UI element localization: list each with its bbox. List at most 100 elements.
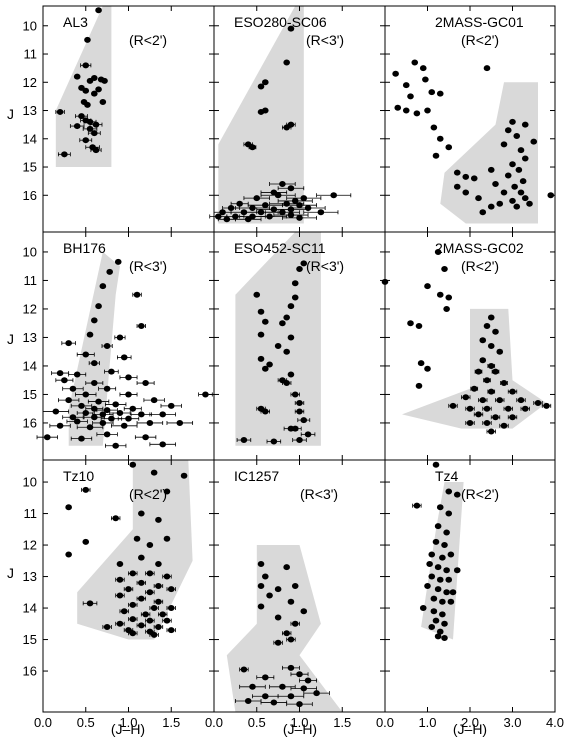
panel-3-data-point xyxy=(419,65,427,72)
panel-2-data-point xyxy=(262,202,269,209)
panel-3-data-point xyxy=(521,155,529,162)
panel-7-data-point xyxy=(146,542,154,549)
panel-2-data-point xyxy=(287,25,295,32)
panel-2-data-point xyxy=(287,185,295,192)
panel-4-data-point xyxy=(95,398,102,405)
panel-1-data-point xyxy=(95,7,102,14)
panel-8-xtick-label: 1.0 xyxy=(290,715,308,730)
panel-6-data-point xyxy=(487,362,495,369)
panel-8-selection-region xyxy=(226,545,343,712)
panel-2-subtitle: (R<3') xyxy=(306,32,344,48)
panel-8-data-point xyxy=(304,677,312,684)
panel-6-subtitle: (R<2') xyxy=(461,258,499,274)
panel-6-data-point xyxy=(470,385,478,392)
panel-3-data-point xyxy=(428,89,436,96)
panel-4-data-point xyxy=(150,397,158,404)
panel-5-data-point xyxy=(287,371,295,378)
panel-3-data-point xyxy=(436,135,444,142)
panel-9-data-point xyxy=(430,595,438,602)
panel-8-data-point xyxy=(274,586,282,593)
panel-2-data-point xyxy=(214,213,222,220)
panel-4-data-point xyxy=(142,380,149,387)
panel-2-data-point xyxy=(244,216,252,223)
panel-6-data-point xyxy=(500,422,508,429)
x-axis-title: (J–H) xyxy=(111,721,145,737)
panel-7-data-point xyxy=(163,488,171,495)
panel-4-data-point xyxy=(43,434,51,441)
panel-1-ytick-label: 13 xyxy=(23,103,37,118)
panel-7-data-point xyxy=(116,592,124,599)
panel-6-data-point xyxy=(479,337,487,344)
panel-5-data-point xyxy=(296,400,303,406)
panel-7-data-point xyxy=(146,570,154,577)
panel-4-data-point xyxy=(91,360,98,367)
panel-5-data-point xyxy=(257,308,265,315)
y-axis-title: J xyxy=(7,106,14,122)
panel-3-title: 2MASS-GC01 xyxy=(435,14,524,30)
panel-4-data-point xyxy=(91,380,98,387)
panel-5-subtitle: (R<3') xyxy=(306,258,344,274)
panel-7-data-point xyxy=(129,570,137,577)
panel-1-data-point xyxy=(92,147,100,154)
panel-9-data-point xyxy=(443,567,450,574)
panel-6-data-point xyxy=(487,314,495,321)
panel-5-title: ESO452-SC11 xyxy=(234,240,326,256)
panel-3-data-point xyxy=(526,200,533,207)
panel-7-data-point xyxy=(146,617,154,624)
panel-1-data-point xyxy=(73,123,81,130)
panel-4-ytick-label: 11 xyxy=(24,273,38,288)
panel-4-data-point xyxy=(69,414,77,421)
panel-3-data-point xyxy=(470,175,478,182)
panel-7-data-point xyxy=(129,616,137,623)
panel-7-data-point xyxy=(163,617,171,624)
panel-4-data-point xyxy=(146,419,154,426)
panel-5-data-point xyxy=(262,318,269,325)
panel-9-data-point xyxy=(436,628,444,635)
panel-7-data-point xyxy=(86,600,94,607)
panel-8-subtitle: (R<3') xyxy=(300,486,338,502)
panel-8-data-point xyxy=(283,630,290,637)
panel-5-data-point xyxy=(300,260,308,267)
panel-6-data-point xyxy=(479,397,487,404)
panel-3-data-point xyxy=(513,132,521,139)
panel-3-data-point xyxy=(487,166,495,173)
panel-7-data-point xyxy=(167,586,175,593)
panel-5-data-point xyxy=(283,380,290,387)
panel-3-data-point xyxy=(496,200,504,207)
panel-9-data-point xyxy=(430,608,438,615)
panel-7-data-point xyxy=(65,504,72,511)
panel-6-data-point xyxy=(517,397,525,404)
panel-6-data-point xyxy=(509,388,516,395)
panel-6-data-point xyxy=(424,283,431,290)
panel-7-data-point xyxy=(163,573,171,580)
panel-7-data-point xyxy=(82,538,90,545)
panel-3-data-point xyxy=(511,183,518,190)
panel-1-data-point xyxy=(82,87,90,94)
panel-9-data-point xyxy=(413,502,421,509)
panel-6-selection-region xyxy=(402,308,547,429)
panel-6-data-point xyxy=(500,380,508,387)
panel-3-data-point xyxy=(504,172,512,179)
panel-5-data-point xyxy=(274,343,282,349)
panel-2-data-point xyxy=(283,59,290,66)
panel-9-xtick-label: 2.0 xyxy=(461,715,479,730)
panel-7-data-point xyxy=(138,579,145,586)
panel-3-data-point xyxy=(517,189,525,196)
panel-4-data-point xyxy=(125,374,132,381)
panel-6-data-point xyxy=(475,368,482,375)
panel-3-selection-region xyxy=(440,82,538,224)
panel-6-data-point xyxy=(543,402,550,409)
panel-9-data-point xyxy=(428,623,436,630)
panel-9-xtick-label: 3.0 xyxy=(503,715,521,730)
panel-1-data-point xyxy=(91,130,98,137)
panel-3-data-point xyxy=(407,93,414,100)
panel-1-ytick-label: 15 xyxy=(23,160,37,175)
panel-6-data-point xyxy=(534,400,542,406)
panel-4-ytick-label: 13 xyxy=(23,330,37,345)
panel-2-data-point xyxy=(219,209,226,216)
panel-9-data-point xyxy=(426,560,433,567)
panel-2-data-point xyxy=(279,180,286,187)
panel-8-data-point xyxy=(244,697,252,704)
panel-1-ytick-label: 11 xyxy=(24,47,38,62)
